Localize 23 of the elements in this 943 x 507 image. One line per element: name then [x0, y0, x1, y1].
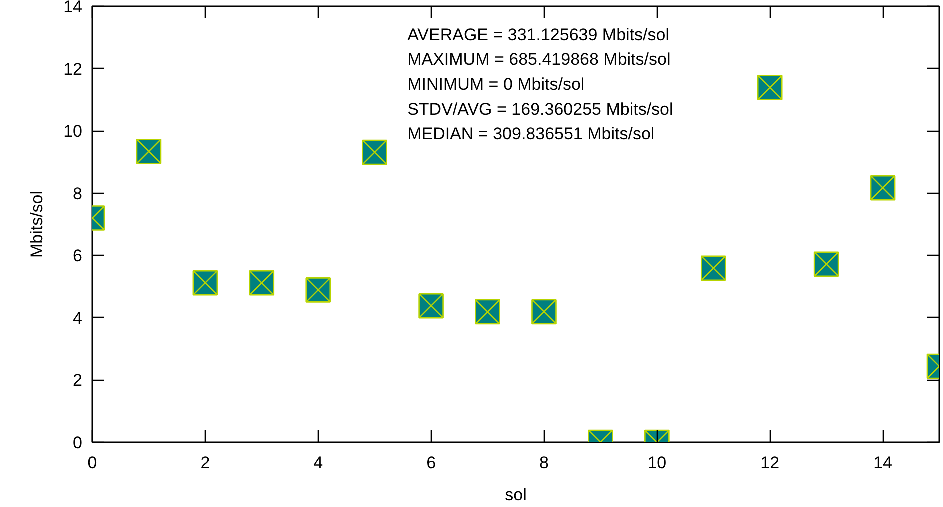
x-tick-label: 0 [88, 454, 98, 472]
y-axis-title: Mbits/sol [28, 190, 47, 258]
x-axis-title: sol [505, 486, 527, 504]
y-tick-label: 10 [64, 122, 83, 142]
annotation: MAXIMUM = 685.419868 Mbits/sol [408, 50, 671, 70]
y-tick-label: 14 [64, 0, 83, 16]
x-tick-label: 4 [314, 454, 324, 472]
x-tick-label: 10 [648, 454, 667, 472]
annotation: MINIMUM = 0 Mbits/sol [408, 75, 585, 94]
annotation: AVERAGE = 331.125639 Mbits/sol [408, 25, 670, 44]
x-tick-label: 14 [874, 454, 892, 472]
y-tick-label: 6 [73, 246, 83, 266]
x-tick-label: 2 [200, 454, 210, 472]
y-tick-label: 0 [73, 434, 83, 452]
x-tick-label: 12 [760, 454, 780, 472]
y-tick-label: 12 [64, 60, 83, 79]
y-tick-label: 2 [73, 371, 83, 390]
y-tick-label: 4 [73, 308, 83, 328]
y-tick-label: 8 [73, 184, 83, 204]
annotation: STDV/AVG = 169.360255 Mbits/sol [408, 100, 674, 119]
x-tick-label: 6 [426, 454, 436, 472]
annotation: MEDIAN = 309.836551 Mbits/sol [408, 124, 655, 144]
x-tick-label: 8 [540, 454, 549, 472]
